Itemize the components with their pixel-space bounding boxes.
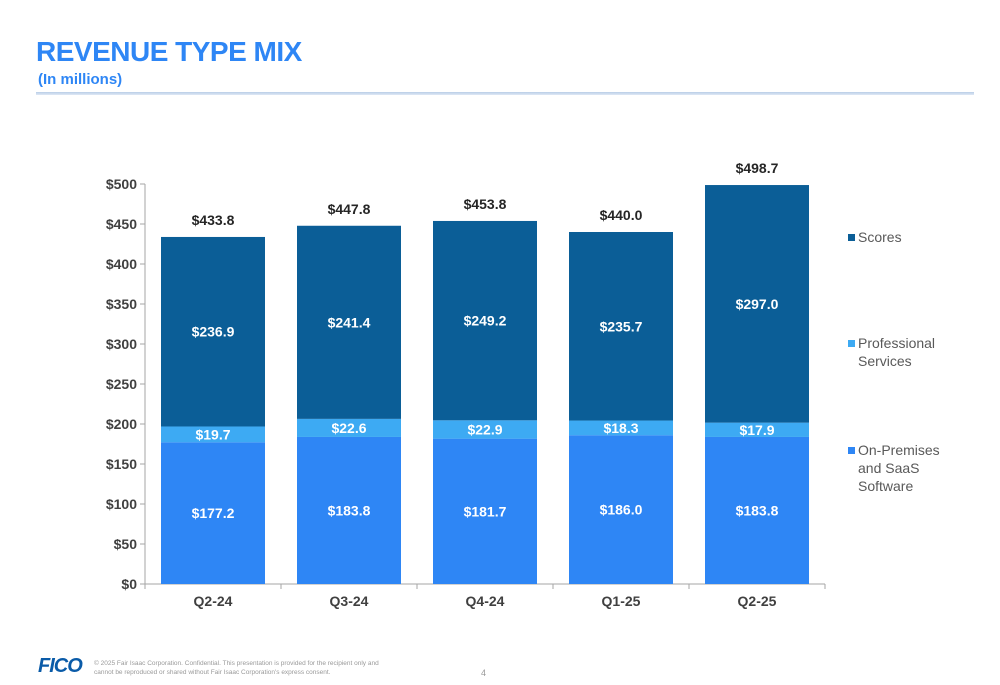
fico-logo: FICO [38,655,83,677]
title-divider [36,92,974,95]
x-tick-label: Q1-25 [602,593,641,609]
bar-segment-value-label: $186.0 [600,502,643,518]
legend-swatch [848,340,855,347]
bar-segment [705,422,809,437]
bar-segment [705,436,809,584]
bar-segment-value-label: $22.6 [331,420,366,436]
bar-total-label: $440.0 [600,207,643,223]
page-number: 4 [481,668,487,678]
y-tick-label: $100 [106,496,137,512]
y-tick-label: $400 [106,256,137,272]
y-tick-label: $300 [106,336,137,352]
legend-label: Professional [858,335,935,351]
legend-swatch [848,447,855,454]
footer-copyright: © 2025 Fair Isaac Corporation. Confident… [94,660,379,676]
y-tick-label: $50 [114,536,138,552]
y-tick-label: $500 [106,176,137,192]
bar-total-label: $447.8 [328,201,371,217]
page-subtitle: (In millions) [38,71,123,88]
bar-segment-value-label: $249.2 [464,313,507,329]
y-tick-label: $350 [106,296,137,312]
bar-segment-value-label: $183.8 [736,502,779,518]
page-title: REVENUE TYPE MIX [36,36,302,67]
legend-swatch [848,234,855,241]
x-tick-label: Q3-24 [330,593,369,609]
bar-segment [161,236,265,427]
bar-segment-value-label: $22.9 [467,421,502,437]
bar-total-label: $498.7 [736,160,779,176]
bar-segment-value-label: $177.2 [192,505,235,521]
bar-segment [297,436,401,584]
bar-segment-value-label: $297.0 [736,296,779,312]
bar-segment [297,418,401,437]
x-tick-label: Q2-24 [194,593,233,609]
y-tick-label: $250 [106,376,137,392]
bar-segment-value-label: $18.3 [603,420,638,436]
x-tick-label: Q2-25 [738,593,777,609]
bar-segment [433,438,537,584]
bar-segment [161,426,265,443]
bar-segment-value-label: $241.4 [328,314,371,330]
bar-segment [433,420,537,439]
bar-segment [297,225,401,419]
bar-segment-value-label: $236.9 [192,324,235,340]
bar-total-label: $433.8 [192,212,235,228]
bar-segment [569,232,673,421]
legend-label: and SaaS [858,460,920,476]
bar-segment-value-label: $19.7 [195,426,230,442]
bar-segment [569,420,673,436]
bar-segment [705,185,809,423]
y-tick-label: $450 [106,216,137,232]
bar-segment-value-label: $17.9 [739,422,774,438]
y-tick-label: $0 [121,576,137,592]
bar-segment [433,220,537,421]
legend-label: Software [858,478,913,494]
y-tick-label: $150 [106,456,137,472]
bar-total-label: $453.8 [464,196,507,212]
bar-segment [569,435,673,584]
bar-segment-value-label: $183.8 [328,502,371,518]
y-tick-label: $200 [106,416,137,432]
bar-segment-value-label: $181.7 [464,503,507,519]
legend-label: On-Premises [858,442,940,458]
x-tick-label: Q4-24 [466,593,505,609]
legend-label: Scores [858,229,902,245]
bar-segment [161,442,265,584]
legend-label: Services [858,353,912,369]
bar-segment-value-label: $235.7 [600,318,643,334]
